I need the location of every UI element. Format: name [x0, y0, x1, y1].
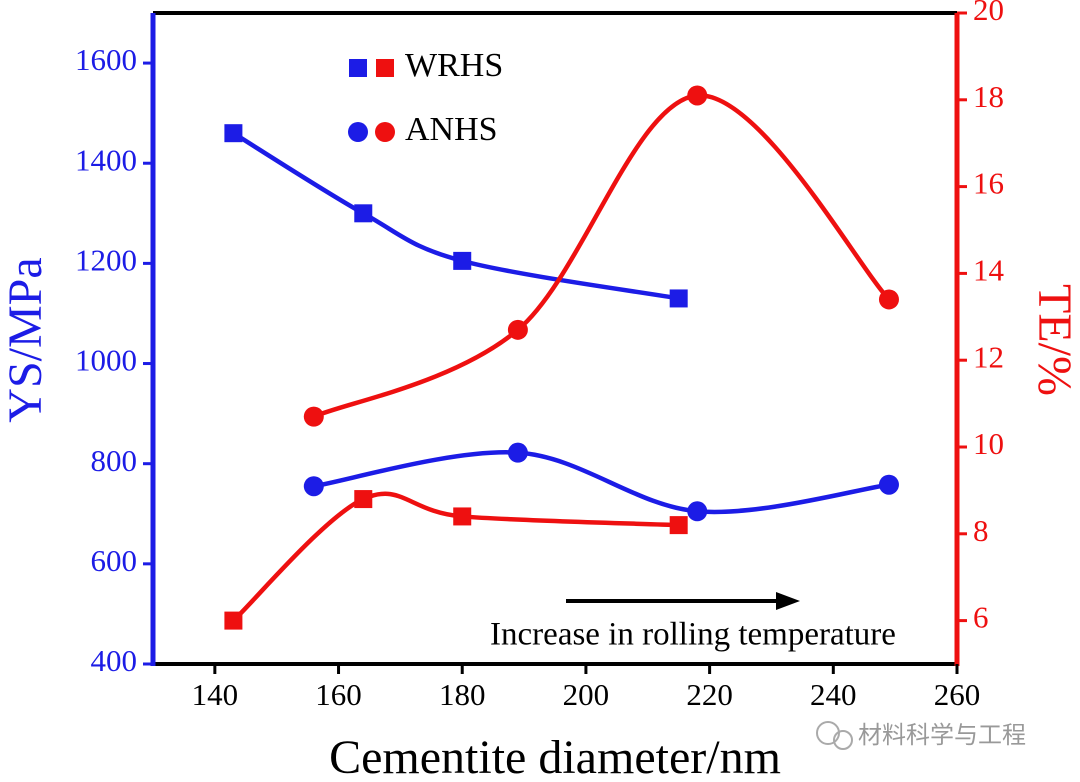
legend-label: ANHS [405, 111, 498, 148]
data-point [687, 501, 708, 522]
annotation: Increase in rolling temperature [490, 617, 896, 653]
y2-tick-label: 14 [973, 253, 1005, 288]
x-tick-label: 140 [192, 677, 239, 712]
legend-marker [348, 122, 368, 142]
y2-tick-label: 20 [973, 0, 1004, 27]
y-tick-label: 1200 [75, 242, 137, 277]
x-tick-label: 200 [563, 677, 610, 712]
y-tick-label: 1000 [75, 343, 137, 378]
y2-axis-label: TE/% [1028, 284, 1080, 396]
legend-marker [349, 59, 367, 77]
y-tick-label: 800 [91, 443, 138, 478]
data-point [354, 490, 373, 509]
legend-label: WRHS [405, 47, 503, 84]
data-point [303, 476, 324, 497]
y2-tick-label: 12 [973, 339, 1004, 374]
y-tick-label: 1400 [75, 142, 137, 177]
legend-marker [376, 59, 394, 77]
data-point [453, 251, 472, 270]
data-point [669, 289, 688, 308]
x-tick-label: 160 [315, 677, 362, 712]
watermark-icon [816, 721, 853, 750]
data-point [878, 474, 899, 495]
y2-tick-label: 10 [973, 426, 1004, 461]
y-tick-label: 600 [91, 543, 138, 578]
legend-marker [375, 122, 395, 142]
series-line [312, 93, 891, 419]
data-point [354, 204, 373, 223]
watermark: 材料科学与工程 [858, 721, 1026, 749]
y2-tick-label: 6 [973, 600, 989, 635]
x-tick-label: 180 [439, 677, 486, 712]
x-axis-label: Cementite diameter/nm [329, 731, 781, 782]
arrow-head [776, 592, 800, 610]
data-point [669, 516, 688, 535]
x-tick-label: 240 [810, 677, 857, 712]
series-line [313, 450, 890, 515]
y2-tick-label: 18 [973, 79, 1004, 114]
y2-tick-label: 16 [973, 166, 1004, 201]
data-point [507, 319, 528, 340]
x-tick-label: 220 [686, 677, 733, 712]
data-point [507, 442, 528, 463]
data-point [453, 507, 472, 526]
data-point [687, 85, 708, 106]
x-tick-label: 260 [934, 677, 981, 712]
y-axis-label: YS/MPa [0, 257, 52, 422]
y-tick-label: 400 [91, 643, 138, 678]
y2-tick-label: 8 [973, 513, 989, 548]
data-point [878, 289, 899, 310]
series-line [231, 491, 679, 623]
y-tick-label: 1600 [75, 42, 137, 77]
data-point [303, 406, 324, 427]
data-point [224, 611, 243, 630]
series-line [232, 131, 680, 301]
data-point [224, 124, 243, 143]
